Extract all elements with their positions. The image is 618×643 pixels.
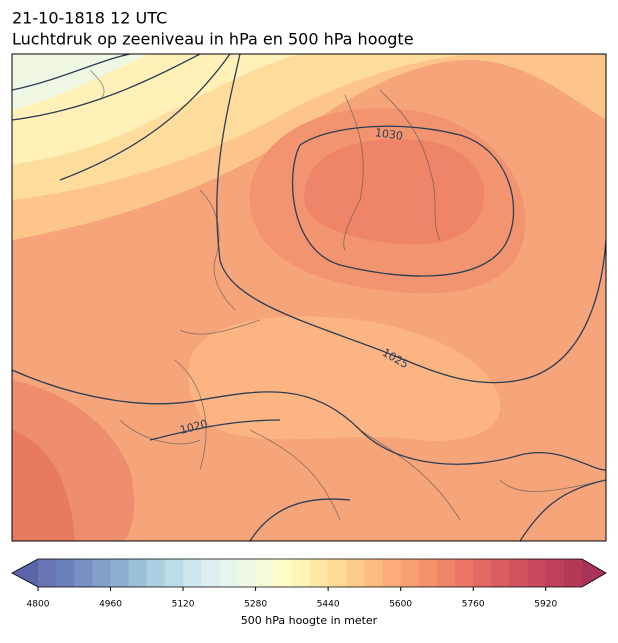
colorbar-segment xyxy=(364,559,384,587)
isobar-label: 1030 xyxy=(374,126,404,143)
colorbar-segment xyxy=(74,559,93,587)
colorbar-segment xyxy=(92,559,112,587)
date-title: 21-10-1818 12 UTC xyxy=(12,9,167,28)
colorbar-extend-low xyxy=(12,559,38,587)
colorbar-segment xyxy=(436,559,456,587)
colorbar-label: 500 hPa hoogte in meter xyxy=(241,614,378,627)
colorbar-segment xyxy=(563,559,583,587)
colorbar-segment xyxy=(255,559,275,587)
colorbar-segment xyxy=(473,559,492,587)
map-frame xyxy=(11,53,607,542)
colorbar-extend-high xyxy=(582,559,606,587)
colorbar-segment xyxy=(183,559,202,587)
colorbar-tick-label: 5760 xyxy=(462,600,485,610)
colorbar-tick-label: 4800 xyxy=(27,600,50,610)
colorbar-segment xyxy=(164,559,184,587)
colorbar-segment xyxy=(455,559,474,587)
colorbar-outline xyxy=(11,558,607,588)
colorbar-segment xyxy=(310,559,329,587)
map-title: Luchtdruk op zeeniveau in hPa en 500 hPa… xyxy=(12,30,414,49)
colorbar-segment xyxy=(509,559,529,587)
colorbar-segment xyxy=(328,559,347,587)
colorbar-segment xyxy=(491,559,510,587)
colorbar-segment xyxy=(273,559,293,587)
colorbar-tick-label: 4960 xyxy=(99,600,122,610)
colorbar-segment xyxy=(146,559,166,587)
colorbar-segment xyxy=(237,559,257,587)
colorbar-segment xyxy=(201,559,220,587)
colorbar: 4800 4960 5120 5280 5440 5600 5760 5920 xyxy=(11,558,607,610)
colorbar-tick-label: 5280 xyxy=(244,600,267,610)
colorbar-segment xyxy=(128,559,148,587)
colorbar-tick-label: 5120 xyxy=(172,600,195,610)
map: 1030 1025 1020 xyxy=(12,54,606,541)
colorbar-segment xyxy=(545,559,565,587)
colorbar-segment xyxy=(418,559,438,587)
colorbar-segment xyxy=(527,559,547,587)
colorbar-segment xyxy=(38,559,57,587)
colorbar-tick-label: 5920 xyxy=(534,600,557,610)
colorbar-segment xyxy=(400,559,420,587)
colorbar-segment xyxy=(219,559,238,587)
colorbar-segment xyxy=(291,559,311,587)
colorbar-segment xyxy=(346,559,365,587)
colorbar-tick-label: 5600 xyxy=(389,600,412,610)
colorbar-segment xyxy=(56,559,75,587)
colorbar-tick-label: 5440 xyxy=(317,600,340,610)
colorbar-segment xyxy=(110,559,130,587)
colorbar-segment xyxy=(382,559,402,587)
